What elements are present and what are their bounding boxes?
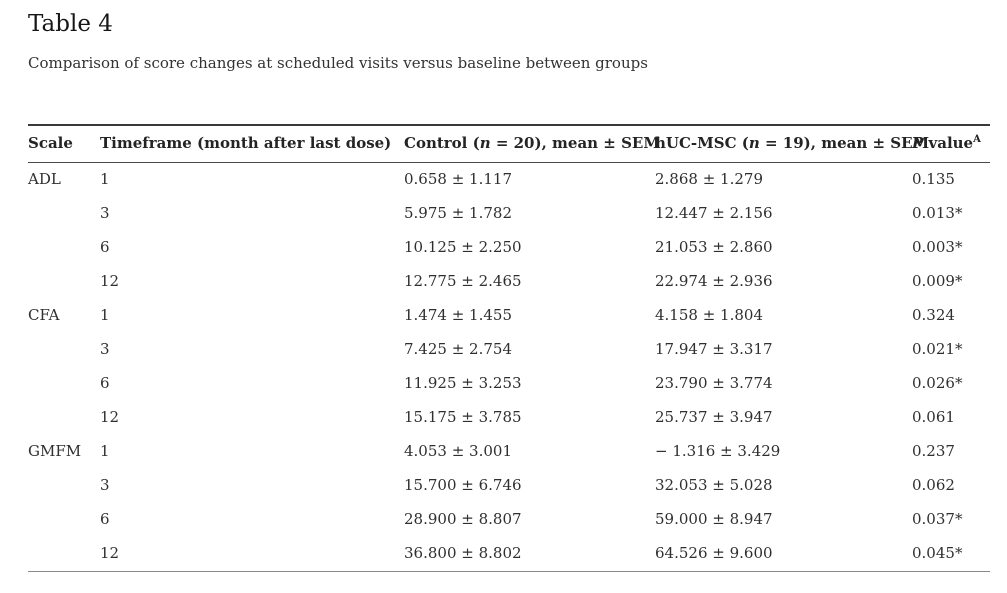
cell-scale [28, 367, 100, 401]
cell-timeframe: 12 [100, 408, 120, 426]
table-body: ADL 1 0.658 ± 1.117 2.868 ± 1.279 0.135 … [28, 163, 990, 572]
cell-hucmsc: 59.000 ± 8.947 [655, 510, 773, 528]
cell-pvalue: 0.003* [912, 238, 963, 256]
cell-control: 28.900 ± 8.807 [404, 510, 522, 528]
cell-hucmsc: 22.974 ± 2.936 [655, 272, 773, 290]
cell-timeframe: 6 [100, 374, 110, 392]
table-row: CFA 1 1.474 ± 1.455 4.158 ± 1.804 0.324 [28, 299, 990, 333]
cell-control: 4.053 ± 3.001 [404, 442, 512, 460]
cell-pvalue: 0.009* [912, 272, 963, 290]
cell-hucmsc: 23.790 ± 3.774 [655, 374, 773, 392]
cell-control: 11.925 ± 3.253 [404, 374, 522, 392]
cell-hucmsc: 2.868 ± 1.279 [655, 170, 763, 188]
col-header-pvalue: P valueA [912, 125, 990, 163]
header-row: Scale Timeframe (month after last dose) … [28, 125, 990, 163]
cell-timeframe: 3 [100, 204, 110, 222]
italic-n: n [479, 134, 491, 152]
cell-control: 36.800 ± 8.802 [404, 544, 522, 562]
cell-hucmsc: 4.158 ± 1.804 [655, 306, 763, 324]
cell-pvalue: 0.021* [912, 340, 963, 358]
cell-control: 0.658 ± 1.117 [404, 170, 512, 188]
table-row: 12 15.175 ± 3.785 25.737 ± 3.947 0.061 [28, 401, 990, 435]
cell-control: 15.700 ± 6.746 [404, 476, 522, 494]
table-row: 3 5.975 ± 1.782 12.447 ± 2.156 0.013* [28, 197, 990, 231]
table-row: 12 36.800 ± 8.802 64.526 ± 9.600 0.045* [28, 537, 990, 572]
table-row: 6 10.125 ± 2.250 21.053 ± 2.860 0.003* [28, 231, 990, 265]
cell-scale [28, 537, 100, 572]
table-row: 6 11.925 ± 3.253 23.790 ± 3.774 0.026* [28, 367, 990, 401]
cell-hucmsc: 64.526 ± 9.600 [655, 544, 773, 562]
cell-timeframe: 1 [100, 442, 110, 460]
cell-control: 5.975 ± 1.782 [404, 204, 512, 222]
cell-hucmsc: 32.053 ± 5.028 [655, 476, 773, 494]
table-caption: Comparison of score changes at scheduled… [28, 54, 648, 72]
cell-pvalue: 0.135 [912, 170, 955, 188]
table-row: 3 15.700 ± 6.746 32.053 ± 5.028 0.062 [28, 469, 990, 503]
cell-scale: GMFM [28, 442, 82, 460]
header-text: value [923, 134, 974, 152]
cell-hucmsc: 25.737 ± 3.947 [655, 408, 773, 426]
page: Table 4 Comparison of score changes at s… [0, 9, 1007, 593]
cell-scale: CFA [28, 306, 60, 324]
cell-timeframe: 6 [100, 238, 110, 256]
col-header-timeframe: Timeframe (month after last dose) [100, 125, 404, 163]
cell-scale [28, 231, 100, 265]
cell-control: 10.125 ± 2.250 [404, 238, 522, 256]
col-header-scale: Scale [28, 125, 100, 163]
header-text: hUC-MSC ( [655, 134, 749, 152]
table-row: ADL 1 0.658 ± 1.117 2.868 ± 1.279 0.135 [28, 163, 990, 198]
header-text: = 19), mean ± SEM [759, 134, 930, 152]
cell-timeframe: 3 [100, 476, 110, 494]
table-row: 12 12.775 ± 2.465 22.974 ± 2.936 0.009* [28, 265, 990, 299]
italic-p: P [912, 134, 924, 152]
cell-scale [28, 197, 100, 231]
header-text: = 20), mean ± SEM [490, 134, 660, 152]
cell-control: 1.474 ± 1.455 [404, 306, 512, 324]
cell-scale [28, 333, 100, 367]
cell-control: 15.175 ± 3.785 [404, 408, 522, 426]
cell-hucmsc: 21.053 ± 2.860 [655, 238, 773, 256]
col-header-control: Control (n = 20), mean ± SEM [404, 125, 660, 163]
table-row: GMFM 1 4.053 ± 3.001 − 1.316 ± 3.429 0.2… [28, 435, 990, 469]
cell-scale: ADL [28, 170, 61, 188]
cell-scale [28, 469, 100, 503]
cell-scale [28, 265, 100, 299]
cell-pvalue: 0.037* [912, 510, 963, 528]
cell-pvalue: 0.324 [912, 306, 955, 324]
cell-pvalue: 0.026* [912, 374, 963, 392]
cell-pvalue: 0.013* [912, 204, 963, 222]
cell-control: 7.425 ± 2.754 [404, 340, 512, 358]
cell-hucmsc: − 1.316 ± 3.429 [655, 442, 781, 460]
table-row: 6 28.900 ± 8.807 59.000 ± 8.947 0.037* [28, 503, 990, 537]
italic-n: n [748, 134, 760, 152]
table-row: 3 7.425 ± 2.754 17.947 ± 3.317 0.021* [28, 333, 990, 367]
cell-timeframe: 6 [100, 510, 110, 528]
cell-scale [28, 401, 100, 435]
cell-scale [28, 503, 100, 537]
cell-pvalue: 0.237 [912, 442, 955, 460]
header-text: Control ( [404, 134, 480, 152]
table-header: Scale Timeframe (month after last dose) … [28, 125, 990, 163]
col-header-hucmsc: hUC-MSC (n = 19), mean ± SEM [655, 125, 929, 163]
cell-hucmsc: 17.947 ± 3.317 [655, 340, 773, 358]
cell-pvalue: 0.045* [912, 544, 963, 562]
table-title: Table 4 [28, 11, 113, 37]
cell-timeframe: 3 [100, 340, 110, 358]
cell-hucmsc: 12.447 ± 2.156 [655, 204, 773, 222]
comparison-table: Scale Timeframe (month after last dose) … [28, 124, 990, 572]
cell-timeframe: 1 [100, 306, 110, 324]
cell-pvalue: 0.061 [912, 408, 955, 426]
footnote-marker: A [973, 134, 981, 145]
cell-timeframe: 1 [100, 170, 110, 188]
cell-timeframe: 12 [100, 272, 120, 290]
cell-pvalue: 0.062 [912, 476, 955, 494]
cell-timeframe: 12 [100, 544, 120, 562]
cell-control: 12.775 ± 2.465 [404, 272, 522, 290]
